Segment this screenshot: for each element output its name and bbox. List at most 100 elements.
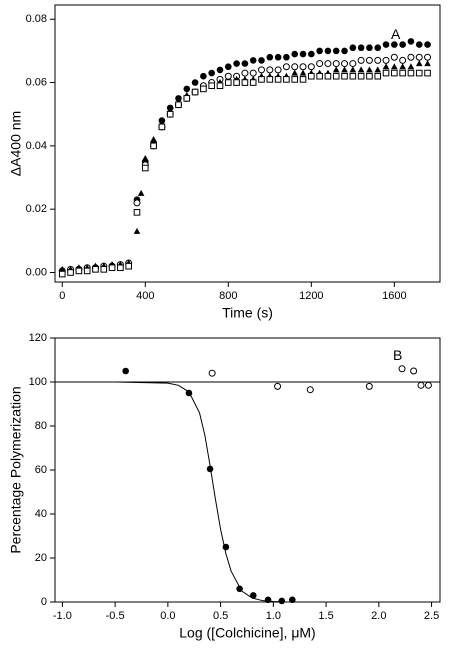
point — [307, 63, 315, 71]
point — [175, 101, 182, 109]
point — [366, 44, 373, 52]
point — [399, 63, 406, 70]
y-tick-label: 0.04 — [26, 140, 47, 152]
point — [357, 66, 365, 73]
chart: 0 400 800 1200 1600 0.00 0.02 0.04 0.06 0.08 Time … — [8, 4, 441, 321]
point — [390, 53, 398, 61]
point — [283, 53, 290, 61]
point — [291, 76, 299, 83]
x-tick-label: 1600 — [382, 290, 406, 302]
point — [410, 367, 418, 375]
point — [332, 66, 340, 73]
point — [225, 79, 232, 86]
point — [236, 585, 243, 593]
point — [374, 66, 382, 73]
point — [241, 79, 249, 86]
point — [264, 596, 272, 604]
point — [83, 267, 91, 275]
point — [399, 56, 407, 64]
point — [407, 63, 415, 70]
point — [289, 596, 296, 604]
y-axis-title: Percentage Polymerization — [8, 386, 24, 553]
point — [357, 56, 365, 64]
point — [208, 369, 216, 377]
point — [249, 69, 257, 77]
point — [241, 69, 249, 77]
point — [349, 72, 357, 80]
point — [137, 189, 145, 196]
point — [233, 79, 240, 86]
chart: -1.0 -0.5 0.0 0.5 1.0 1.5 2.0 2.5 0 20 40 60 80 100 12… — [8, 332, 441, 641]
point — [67, 269, 74, 276]
point — [374, 72, 382, 80]
point — [108, 264, 116, 272]
point — [341, 60, 349, 68]
point — [391, 69, 398, 77]
point — [341, 66, 348, 73]
point — [332, 60, 340, 68]
point — [341, 72, 348, 80]
point — [266, 53, 274, 61]
x-tick-label: 1200 — [299, 290, 323, 302]
point — [274, 53, 282, 61]
annotation: A — [391, 26, 401, 42]
point — [308, 72, 315, 80]
point — [258, 66, 266, 74]
point — [415, 60, 423, 67]
point — [183, 95, 191, 102]
point — [415, 41, 423, 48]
point — [133, 227, 141, 234]
point — [308, 50, 315, 58]
point — [357, 44, 365, 52]
x-tick-label: 800 — [219, 290, 237, 302]
plot-frame — [54, 337, 441, 603]
point — [382, 41, 390, 48]
point — [299, 69, 307, 76]
point — [324, 72, 332, 80]
point — [222, 543, 230, 551]
point — [208, 69, 215, 77]
y-tick-label: 0 — [41, 596, 47, 608]
y-tick-label: 80 — [35, 420, 47, 432]
point — [407, 38, 415, 45]
point — [349, 66, 357, 73]
point — [200, 72, 207, 80]
point — [278, 597, 286, 605]
point — [299, 63, 307, 71]
point — [258, 76, 265, 83]
point — [191, 79, 199, 86]
point — [258, 57, 265, 64]
point — [366, 66, 373, 73]
y-tick-label: 0.02 — [26, 203, 47, 215]
x-tick-label: 2.5 — [424, 610, 439, 622]
point — [133, 199, 141, 207]
point — [415, 69, 423, 77]
point — [341, 47, 348, 55]
point — [166, 110, 174, 118]
x-tick-label: 0.0 — [160, 610, 175, 622]
point — [200, 85, 207, 93]
y-axis-title: ΔA400 nm — [8, 111, 24, 176]
point — [365, 56, 373, 64]
y-tick-label: 20 — [35, 552, 47, 564]
point — [92, 266, 99, 273]
point — [249, 57, 257, 64]
point — [316, 60, 324, 68]
point — [374, 44, 382, 52]
point — [407, 53, 415, 61]
point — [407, 69, 415, 77]
x-tick-label: -1.0 — [53, 610, 72, 622]
point — [58, 270, 66, 278]
point — [357, 72, 365, 80]
point — [58, 265, 66, 272]
point — [316, 72, 323, 80]
point — [374, 56, 382, 64]
annotation: B — [393, 347, 402, 363]
point — [399, 41, 406, 48]
y-tick-label: 40 — [35, 508, 47, 520]
point — [274, 66, 282, 74]
point — [158, 123, 166, 131]
point — [208, 82, 215, 90]
point — [183, 85, 191, 93]
point — [283, 76, 290, 83]
